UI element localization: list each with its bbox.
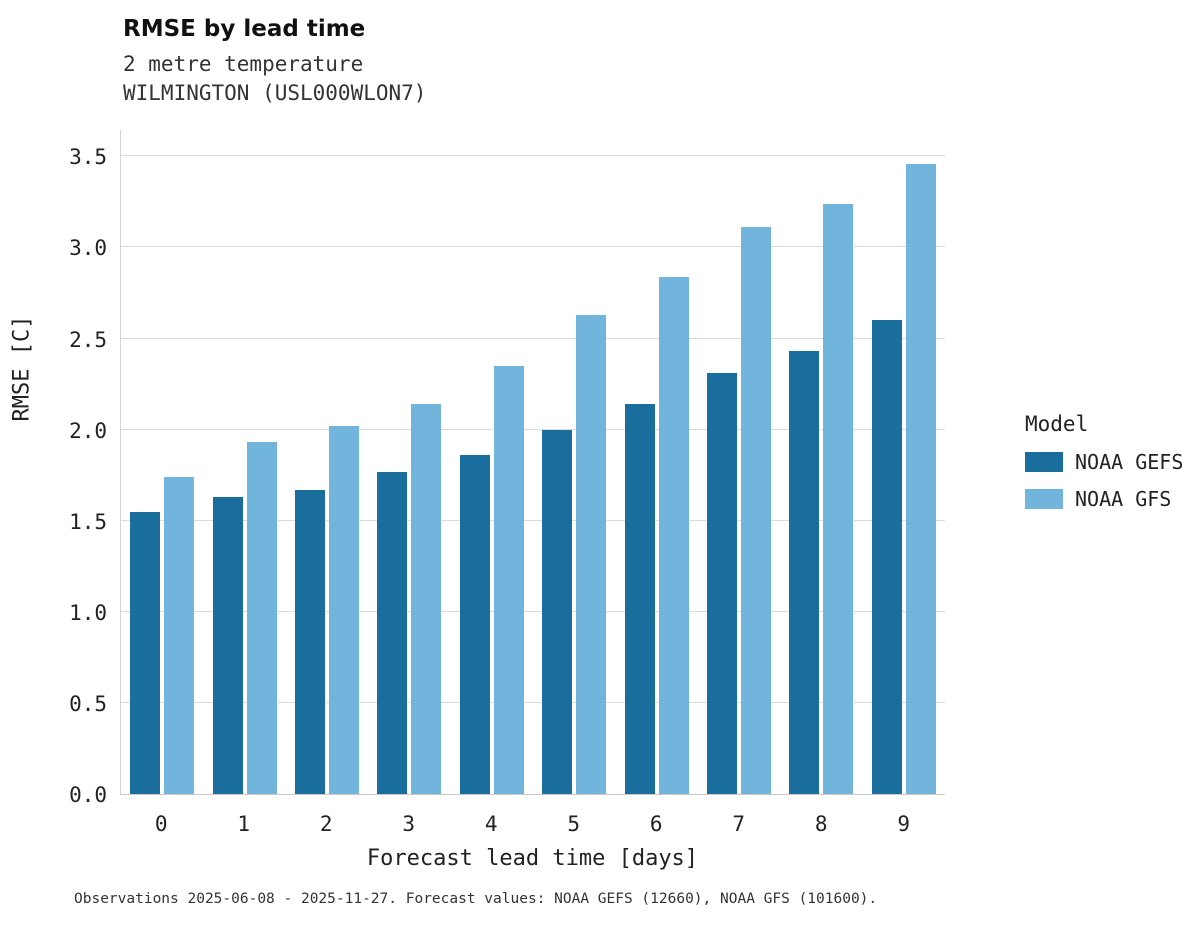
chart-title: RMSE by lead time [123,16,366,42]
legend-title: Model [1025,412,1089,436]
bar-group-8 [780,130,862,794]
bar-noaa-gfs-4 [493,365,524,794]
bar-group-5 [533,130,615,794]
title-block: RMSE by lead time 2 metre temperature WI… [123,16,426,108]
legend-label-noaa-gefs: NOAA GEFS [1075,450,1184,474]
footnote: Observations 2025-06-08 - 2025-11-27. Fo… [74,891,878,907]
bar-noaa-gefs-6 [624,404,655,794]
bar-noaa-gfs-2 [329,426,360,794]
plot-area: 0.0 0.5 1.0 1.5 2.0 2.5 3.0 3.5 [69,130,945,807]
chart-subtitle-variable: 2 metre temperature [123,52,364,76]
y-tick-label-2.0: 2.0 [69,418,107,443]
bar-noaa-gfs-1 [246,442,277,794]
bar-group-2 [286,130,368,794]
chart-subtitle-station: WILMINGTON (USL000WLON7) [123,81,427,105]
x-tick-label-1: 1 [237,812,251,836]
bar-group-1 [203,130,285,794]
plot-outer: 0.0 0.5 1.0 1.5 2.0 2.5 3.0 3.5 [69,130,945,807]
x-tick-label-8: 8 [814,812,828,836]
bar-noaa-gfs-5 [576,314,607,794]
bar-noaa-gefs-7 [707,373,738,794]
y-tick-label-1.5: 1.5 [69,509,107,534]
bar-group-3 [368,130,450,794]
bar-noaa-gfs-7 [741,227,772,794]
bar-noaa-gfs-0 [164,477,195,794]
y-tick-label-0.5: 0.5 [69,691,107,716]
legend-swatch-noaa-gfs [1025,489,1063,509]
legend: Model NOAA GEFS NOAA GFS [1025,412,1183,524]
x-tick-labels: 0 1 2 3 4 5 6 7 8 9 [120,812,945,836]
legend-entry-noaa-gefs: NOAA GEFS [1025,450,1183,474]
gridline-y-2.0 [121,428,945,430]
bar-noaa-gefs-2 [295,489,326,794]
bars-layer [121,130,945,794]
y-axis-title: RMSE [C] [9,315,35,422]
bar-group-6 [615,130,697,794]
bar-group-9 [863,130,945,794]
x-tick-label-9: 9 [897,812,911,836]
gridline-y-1.0 [121,610,945,612]
bar-noaa-gfs-3 [411,404,442,794]
x-tick-label-0: 0 [154,812,168,836]
x-tick-label-3: 3 [402,812,416,836]
gridline-y-3.5 [121,155,945,157]
bar-noaa-gefs-1 [212,497,243,794]
y-tick-label-1.0: 1.0 [69,600,107,625]
x-tick-label-6: 6 [649,812,663,836]
bar-noaa-gefs-3 [377,471,408,794]
legend-entries: NOAA GEFS NOAA GFS [1025,450,1183,511]
gridline-y-2.5 [121,337,945,339]
bar-noaa-gefs-0 [130,511,161,794]
y-tick-label-0.0: 0.0 [69,783,107,807]
x-tick-label-4: 4 [484,812,498,836]
gridline-y-3.0 [121,246,945,248]
bar-noaa-gfs-6 [658,276,689,794]
x-tick-label-2: 2 [319,812,333,836]
legend-label-noaa-gfs: NOAA GFS [1075,487,1172,511]
x-tick-label-7: 7 [732,812,746,836]
legend-swatch-noaa-gefs [1025,452,1063,472]
bar-noaa-gefs-9 [871,320,902,794]
y-tick-label-3.5: 3.5 [69,145,107,170]
bar-noaa-gfs-9 [905,163,936,794]
legend-entry-noaa-gfs: NOAA GFS [1025,487,1183,511]
bar-group-0 [121,130,203,794]
bar-noaa-gefs-4 [459,455,490,794]
x-axis-title: Forecast lead time [days] [366,846,699,871]
gridline-y-1.5 [121,519,945,521]
bar-noaa-gfs-8 [823,203,854,794]
y-tick-label-3.0: 3.0 [69,236,107,261]
y-tick-label-2.5: 2.5 [69,327,107,352]
bar-noaa-gefs-8 [789,351,820,794]
bar-group-4 [451,130,533,794]
x-tick-label-5: 5 [567,812,581,836]
bar-group-7 [698,130,780,794]
gridline-y-0.5 [121,701,945,703]
bar-noaa-gefs-5 [542,429,573,794]
